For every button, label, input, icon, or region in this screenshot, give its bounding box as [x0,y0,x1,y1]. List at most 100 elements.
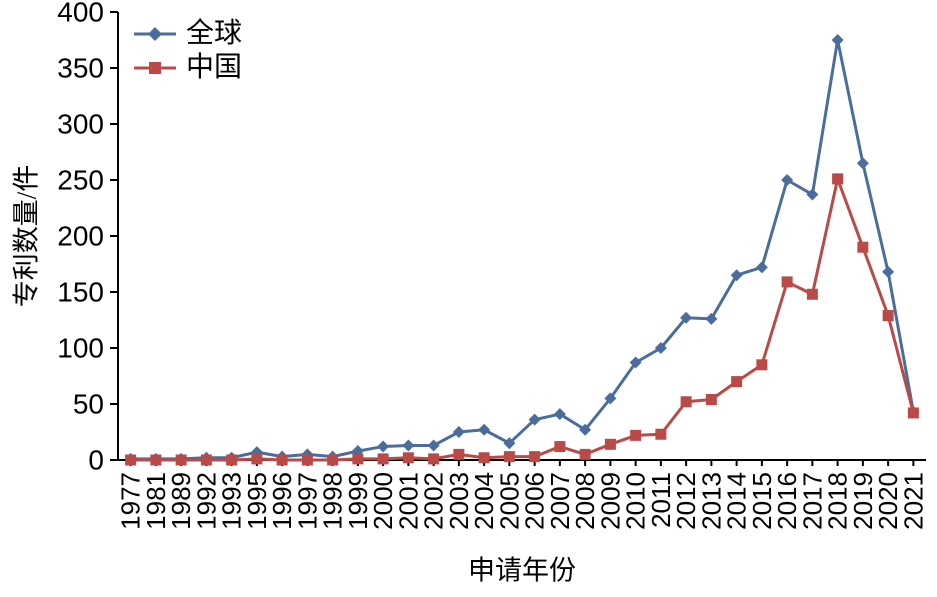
x-tick-label: 2016 [772,472,802,530]
data-point-square [428,453,440,465]
x-tick-label: 2012 [671,472,701,530]
data-point-diamond [781,174,794,186]
x-tick-label: 2002 [419,472,449,530]
data-point-diamond [629,356,642,369]
x-tick-label: 2009 [595,472,625,530]
data-point-diamond [831,34,844,46]
x-tick-label: 2001 [393,472,423,530]
x-tick-label: 2021 [898,472,928,530]
data-point-diamond [427,439,440,452]
data-point-diamond [604,392,617,405]
data-point-diamond [478,423,491,436]
data-point-square [200,454,212,466]
data-point-square [125,454,137,466]
x-tick-label: 2005 [494,472,524,530]
y-tick-label: 0 [88,445,104,476]
x-tick-label: 2011 [646,472,676,528]
chart-legend: 全球 中国 [132,20,242,82]
data-point-square [226,454,238,466]
data-point-square [882,310,894,322]
series-line-global [130,38,915,461]
data-point-square [529,451,541,463]
data-point-square [453,448,465,460]
data-point-square [327,454,339,466]
x-tick-label: 2020 [873,472,903,530]
x-tick-label: 2013 [696,472,726,530]
y-tick-label: 300 [57,109,104,140]
y-tick-label: 100 [57,333,104,364]
x-tick-label: 2015 [747,472,777,530]
x-tick-label: 1997 [292,472,322,530]
data-point-diamond [730,269,743,282]
legend-item-global: 全球 [132,20,242,48]
data-point-square [630,429,642,441]
data-point-square [352,453,364,465]
data-point-diamond [654,342,667,354]
y-tick-label: 150 [57,277,104,308]
data-point-diamond [553,408,566,421]
data-point-square [857,241,869,253]
legend-line-diamond-icon [134,27,176,41]
x-tick-label: 2018 [823,472,853,530]
x-tick-label: 1999 [343,472,373,530]
data-point-square [832,173,844,185]
x-tick-label: 1995 [242,472,272,530]
x-tick-label: 1989 [166,472,196,530]
data-point-diamond [579,423,592,436]
x-tick-label: 1977 [116,472,146,530]
x-tick-label: 2010 [621,472,651,530]
x-tick-label: 2007 [545,472,575,530]
x-tick-label: 2004 [469,472,499,530]
data-point-square [554,441,566,453]
data-point-diamond [680,311,693,324]
x-tick-label: 2017 [797,472,827,530]
data-point-square [705,394,717,406]
data-point-square [806,288,818,300]
x-tick-label: 2014 [722,472,752,530]
data-point-square [731,376,743,388]
data-point-square [175,454,187,466]
y-tick-label: 350 [57,53,104,84]
x-tick-label: 1996 [267,472,297,530]
data-point-square [680,396,692,408]
data-point-diamond [452,426,465,438]
data-point-diamond [528,413,541,426]
x-tick-label: 1981 [141,472,171,530]
x-tick-label: 1998 [318,472,348,530]
legend-item-china: 中国 [132,54,242,82]
x-tick-label: 2003 [444,472,474,530]
legend-label-global: 全球 [186,18,243,49]
data-point-square [503,451,515,463]
data-point-diamond [882,265,895,278]
data-point-square [276,454,288,466]
data-point-square [579,448,591,460]
y-axis-title: 专利数量/件 [11,164,42,308]
data-point-square [478,452,490,464]
data-point-square [907,407,919,419]
y-tick-label: 400 [57,0,104,28]
x-tick-label: 2006 [520,472,550,530]
data-point-square [377,453,389,465]
data-point-diamond [705,312,718,325]
data-point-square [756,359,768,371]
data-point-square [150,454,162,466]
data-point-square [402,452,414,464]
data-point-diamond [755,261,768,274]
x-tick-label: 2008 [570,472,600,530]
y-tick-label: 50 [73,389,104,420]
legend-line-square-icon [134,62,176,74]
y-tick-label: 250 [57,165,104,196]
data-point-square [781,276,793,288]
data-point-diamond [503,437,516,450]
data-point-diamond [856,157,869,170]
data-point-square [251,453,263,465]
y-tick-label: 200 [57,221,104,252]
data-point-square [604,438,616,450]
legend-label-china: 中国 [186,52,243,83]
x-tick-label: 2019 [848,472,878,530]
data-point-square [301,454,313,466]
x-axis-title: 申请年份 [468,555,576,586]
data-point-diamond [402,439,415,452]
